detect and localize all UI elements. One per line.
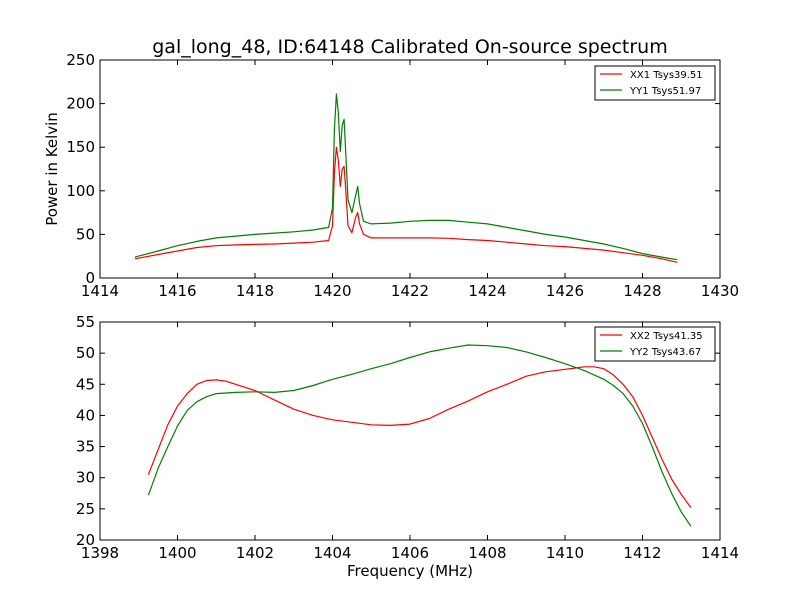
top-legend-label-xx1: XX1 Tsys39.51 xyxy=(630,70,703,81)
bottom-y-tick-label: 45 xyxy=(76,375,95,393)
bottom-series-line-xx xyxy=(147,366,692,508)
bottom-y-tick-label: 20 xyxy=(76,531,95,549)
top-x-tick-label: 1430 xyxy=(701,282,739,300)
top-plot-legend: XX1 Tsys39.51 YY1 Tsys51.97 xyxy=(594,65,716,101)
top-x-tick-label: 1414 xyxy=(81,282,119,300)
bottom-x-tick-label: 1414 xyxy=(701,544,739,562)
bottom-legend-box xyxy=(594,326,716,362)
bottom-y-tick-label: 50 xyxy=(76,344,95,362)
top-y-tick-label: 0 xyxy=(85,269,95,287)
bottom-series-line-yy xyxy=(147,344,692,527)
bottom-x-tick-label: 1412 xyxy=(623,544,661,562)
bottom-legend-label-yy2: YY2 Tsys43.67 xyxy=(629,347,701,358)
bottom-plot-legend: XX2 Tsys41.35 YY2 Tsys43.67 xyxy=(594,326,716,362)
top-x-tick-label: 1418 xyxy=(236,282,274,300)
bottom-plot-frame xyxy=(99,321,721,541)
top-y-tick-label: 100 xyxy=(66,182,95,200)
bottom-x-tick-label: 1406 xyxy=(391,544,429,562)
top-plot-y-axis-label: Power in Kelvin xyxy=(43,112,61,226)
top-plot-ticks: 1414 1416 1418 1420 1422 1424 1426 1428 1430 0 50 1… xyxy=(66,51,739,300)
top-x-tick-label: 1416 xyxy=(158,282,196,300)
bottom-plot-x-axis-label: Frequency (MHz) xyxy=(347,562,473,580)
top-legend-box xyxy=(594,65,716,101)
top-x-tick-label: 1424 xyxy=(468,282,506,300)
bottom-plot-series xyxy=(147,344,692,527)
top-x-tick-label: 1420 xyxy=(313,282,351,300)
bottom-y-tick-label: 35 xyxy=(76,438,95,456)
bottom-x-tick-label: 1398 xyxy=(81,544,119,562)
top-y-tick-label: 200 xyxy=(66,95,95,113)
top-legend-label-yy1: YY1 Tsys51.97 xyxy=(629,86,701,97)
bottom-x-tick-label: 1410 xyxy=(546,544,584,562)
bottom-y-tick-label: 55 xyxy=(76,313,95,331)
bottom-plot-ticks: 1398 1400 1402 1404 1406 1408 1410 1412 1414 20 25… xyxy=(76,313,739,562)
top-y-tick-label: 250 xyxy=(66,51,95,69)
bottom-x-tick-label: 1404 xyxy=(313,544,351,562)
top-plot-frame xyxy=(99,59,721,279)
top-x-tick-label: 1426 xyxy=(546,282,584,300)
top-x-tick-label: 1428 xyxy=(623,282,661,300)
top-y-tick-label: 50 xyxy=(76,225,95,243)
top-series-line-yy xyxy=(134,93,678,261)
top-plot: gal_long_48, ID:64148 Calibrated On-sour… xyxy=(43,36,739,300)
bottom-y-tick-label: 30 xyxy=(76,469,95,487)
bottom-x-tick-label: 1402 xyxy=(236,544,274,562)
top-series-line-xx xyxy=(134,146,678,263)
bottom-y-tick-label: 25 xyxy=(76,500,95,518)
bottom-x-tick-label: 1400 xyxy=(158,544,196,562)
top-y-tick-label: 150 xyxy=(66,138,95,156)
top-plot-series xyxy=(134,93,678,263)
bottom-legend-label-xx2: XX2 Tsys41.35 xyxy=(630,331,703,342)
bottom-x-tick-label: 1408 xyxy=(468,544,506,562)
top-plot-title: gal_long_48, ID:64148 Calibrated On-sour… xyxy=(152,36,667,58)
bottom-plot: Frequency (MHz) 1398 1400 1402 1404 1406 1408… xyxy=(76,313,739,580)
bottom-y-tick-label: 40 xyxy=(76,406,95,424)
top-x-tick-label: 1422 xyxy=(391,282,429,300)
